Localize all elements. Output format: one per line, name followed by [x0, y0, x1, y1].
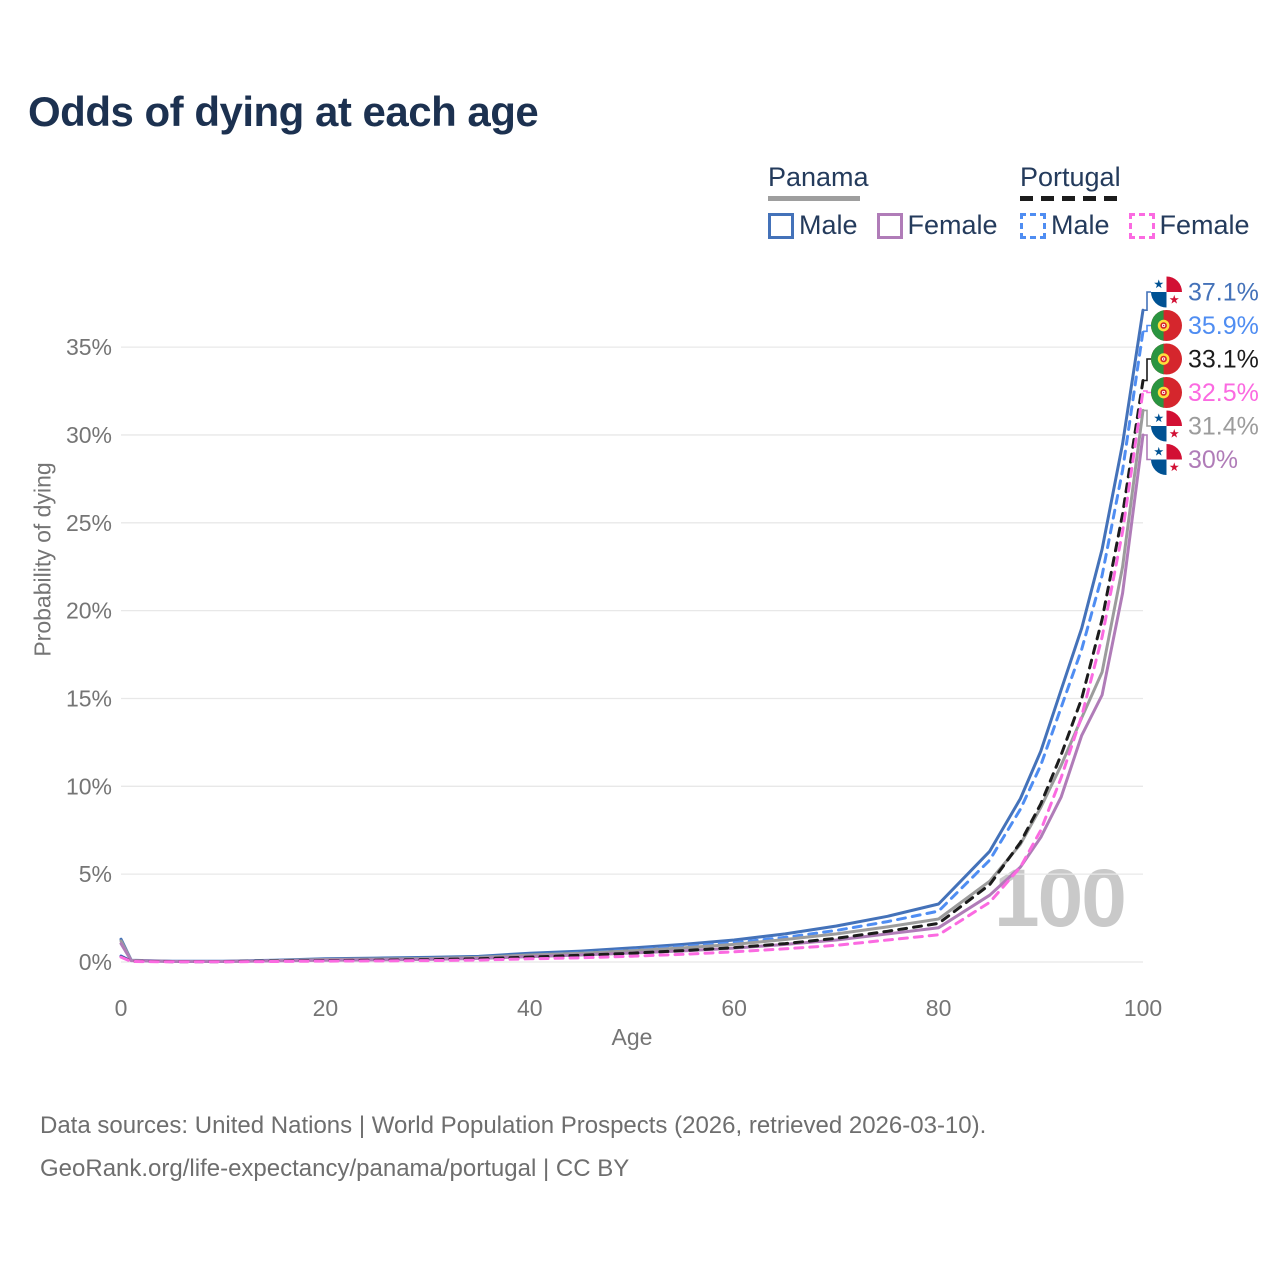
legend-group-portugal: Portugal Male Female: [1020, 162, 1269, 241]
panama-female-swatch-icon: [876, 212, 903, 239]
y-tick-label: 30%: [66, 422, 112, 448]
end-label-connector-portugal-total: [1143, 358, 1151, 382]
end-label-connector-panama-male: [1143, 291, 1151, 311]
end-label-value-panama-female: 30%: [1188, 446, 1238, 474]
series-line-panama-total[interactable]: [119, 408, 1145, 963]
y-tick-label: 5%: [79, 861, 112, 887]
end-label-value-portugal-male: 35.9%: [1188, 312, 1259, 340]
footer-data-sources: Data sources: United Nations | World Pop…: [40, 1112, 987, 1139]
legend-item-portugal-male[interactable]: Male: [1020, 210, 1110, 241]
y-tick-label: 20%: [66, 598, 112, 624]
legend-underline-portugal-dashed: [1020, 196, 1117, 201]
y-tick-label: 25%: [66, 510, 112, 536]
portugal-flag-icon: [1151, 377, 1182, 408]
y-tick-label: 35%: [66, 334, 112, 360]
x-tick-label: 80: [926, 995, 952, 1021]
x-tick-label: 100: [1124, 995, 1162, 1021]
legend-label-female: Female: [1159, 210, 1250, 240]
end-label-connector-portugal-female: [1143, 390, 1151, 394]
end-label-value-panama-male: 37.1%: [1188, 279, 1259, 307]
portugal-flag-icon: [1151, 344, 1182, 375]
footer: Data sources: United Nations | World Pop…: [40, 1104, 986, 1190]
end-label-value-portugal-total: 33.1%: [1188, 346, 1259, 374]
end-label-connector-panama-female: [1143, 434, 1151, 461]
panama-flag-icon: [1151, 277, 1182, 308]
end-label-connector-portugal-male: [1143, 324, 1151, 333]
legend-item-panama-female[interactable]: Female: [876, 210, 998, 241]
legend-title-panama[interactable]: Panama: [768, 162, 869, 192]
legend-label-male: Male: [1051, 210, 1110, 240]
x-tick-label: 0: [115, 995, 128, 1021]
legend-underline-panama-solid: [768, 196, 860, 201]
series-line-portugal-male[interactable]: [119, 329, 1145, 964]
x-axis-title: Age: [611, 1024, 653, 1050]
end-label-connector-panama-total: [1143, 409, 1151, 427]
x-tick-label: 20: [313, 995, 339, 1021]
legend-item-portugal-female[interactable]: Female: [1128, 210, 1250, 241]
legend-label-male: Male: [799, 210, 858, 240]
page-title: Odds of dying at each age: [28, 88, 539, 135]
panama-flag-icon: [1151, 444, 1182, 475]
panama-male-swatch-icon: [768, 212, 794, 239]
legend-group-panama: Panama Male Female: [768, 162, 1017, 241]
legend-label-female: Female: [907, 210, 998, 240]
end-label-value-panama-total: 31.4%: [1188, 413, 1259, 441]
end-label-value-portugal-female: 32.5%: [1188, 379, 1259, 407]
legend-item-panama-male[interactable]: Male: [768, 210, 858, 241]
footer-attribution: GeoRank.org/life-expectancy/panama/portu…: [40, 1155, 630, 1182]
y-tick-label: 10%: [66, 773, 112, 799]
series-line-portugal-total[interactable]: [119, 379, 1145, 964]
portugal-male-swatch-icon: [1020, 212, 1046, 239]
x-tick-label: 60: [721, 995, 747, 1021]
legend-title-portugal[interactable]: Portugal: [1020, 162, 1121, 192]
series-line-panama-male[interactable]: [119, 308, 1145, 963]
portugal-flag-icon: [1151, 310, 1182, 341]
y-tick-label: 0%: [79, 949, 112, 975]
y-tick-label: 15%: [66, 685, 112, 711]
series-line-portugal-female[interactable]: [119, 389, 1145, 964]
x-tick-label: 40: [517, 995, 543, 1021]
portugal-female-swatch-icon: [1128, 212, 1155, 239]
panama-flag-icon: [1151, 411, 1182, 442]
